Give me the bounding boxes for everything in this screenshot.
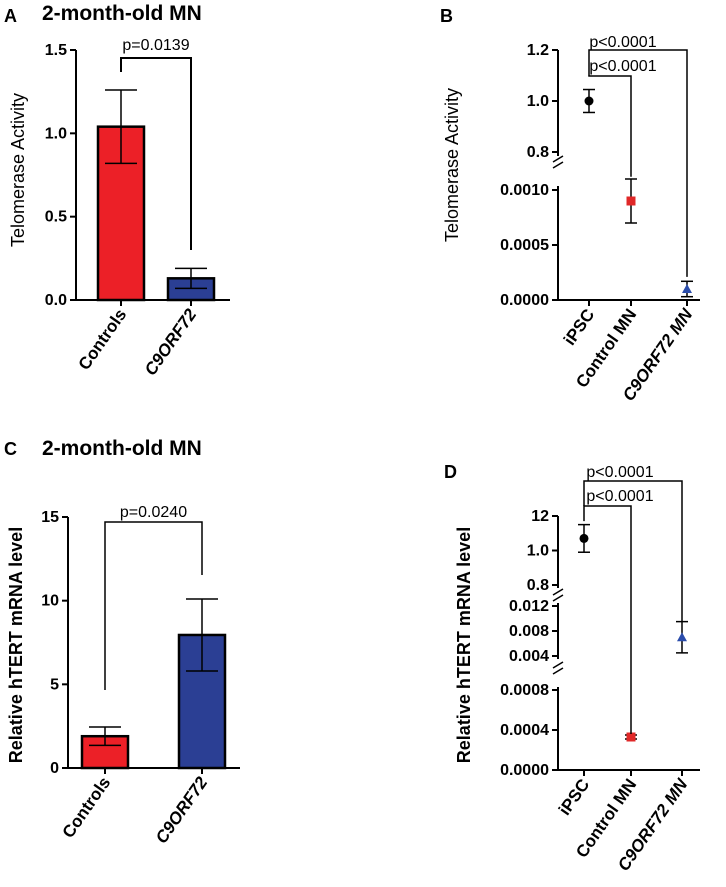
- data-point: [579, 533, 589, 543]
- axis-break-b: [552, 594, 564, 602]
- panel-c-ylabel: Relative hTERT mRNA level: [6, 527, 26, 763]
- p-value: p<0.0001: [589, 58, 656, 75]
- axis-break-a: [552, 588, 564, 596]
- y-tick-label: 0.0000: [500, 762, 549, 779]
- y-tick-label: 0.012: [509, 598, 549, 615]
- panel-a-title: 2-month-old MN: [42, 2, 202, 25]
- x-tick-label: C9ORF72: [152, 773, 212, 847]
- significance-bracket: [588, 75, 632, 177]
- data-point: [626, 732, 636, 742]
- x-tick-label: Controls: [75, 305, 131, 373]
- p-value: p<0.0001: [589, 34, 656, 51]
- p-value: p<0.0001: [586, 488, 653, 505]
- y-tick-label: 0.0010: [500, 182, 549, 199]
- x-tick-label: C9ORF72: [141, 305, 201, 379]
- axis-break-a: [552, 661, 564, 669]
- y-tick-label: 0.8: [527, 577, 549, 594]
- panel-d: D Relative hTERT mRNA level 0.8 1.0 12 0.00…: [444, 462, 700, 875]
- y-tick-label: 1.0: [527, 543, 549, 560]
- y-tick-label: 0.008: [509, 623, 549, 640]
- panel-b-ylabel: Telomerase Activity: [442, 88, 462, 242]
- p-value: p=0.0139: [122, 37, 189, 54]
- x-tick-label: iPSC: [560, 305, 598, 348]
- significance-bracket: [588, 49, 688, 277]
- y-tick-label: 0.8: [527, 144, 549, 161]
- y-tick-label: 1.2: [527, 42, 549, 59]
- data-point: [584, 96, 594, 106]
- panel-a-label: A: [4, 6, 17, 26]
- y-tick-label: 0.0000: [500, 292, 549, 309]
- y-tick-label: 0.0005: [500, 237, 549, 254]
- significance-bracket: [583, 480, 683, 622]
- axis-break-b: [552, 667, 564, 675]
- significance-bracket: [120, 57, 192, 250]
- p-value: p=0.0240: [120, 504, 187, 521]
- y-tick-label: 1.5: [45, 42, 67, 59]
- y-tick-label: 0.004: [509, 648, 549, 665]
- x-tick-label: Controls: [59, 773, 115, 841]
- panel-a: A 2-month-old MN Telomerase Activity 0.0…: [4, 2, 230, 379]
- y-tick-label: 1.0: [527, 93, 549, 110]
- y-tick-label: 10: [41, 593, 59, 610]
- data-point: [677, 632, 687, 642]
- y-tick-label: 1.0: [45, 125, 67, 142]
- panel-d-label: D: [444, 462, 457, 482]
- p-value: p<0.0001: [586, 464, 653, 481]
- significance-bracket: [104, 521, 203, 690]
- panel-a-ylabel: Telomerase Activity: [8, 93, 28, 247]
- y-tick-label: 0: [50, 760, 59, 777]
- data-point: [626, 196, 636, 206]
- y-tick-label: 0.0004: [500, 722, 549, 739]
- panel-b-label: B: [440, 6, 453, 26]
- y-tick-label: 15: [41, 509, 59, 526]
- panel-c-title: 2-month-old MN: [42, 437, 202, 460]
- axis-break-b: [552, 161, 564, 169]
- data-point: [682, 284, 692, 293]
- panel-b: B Telomerase Activity 0.8 1.0 1.2 0.0000 0.0…: [440, 6, 700, 405]
- axis-break-a: [552, 155, 564, 163]
- x-tick-label: iPSC: [555, 775, 593, 818]
- panel-c-label: C: [4, 439, 17, 459]
- significance-bracket: [583, 505, 632, 734]
- panel-c: C 2-month-old MN Relative hTERT mRNA lev…: [4, 437, 240, 847]
- y-tick-label: 0.0: [45, 292, 67, 309]
- y-tick-label: 5: [50, 676, 59, 693]
- y-tick-label: 0.5: [45, 209, 67, 226]
- y-tick-label: 12: [531, 508, 549, 525]
- panel-d-ylabel: Relative hTERT mRNA level: [454, 527, 474, 763]
- y-tick-label: 0.0008: [500, 682, 549, 699]
